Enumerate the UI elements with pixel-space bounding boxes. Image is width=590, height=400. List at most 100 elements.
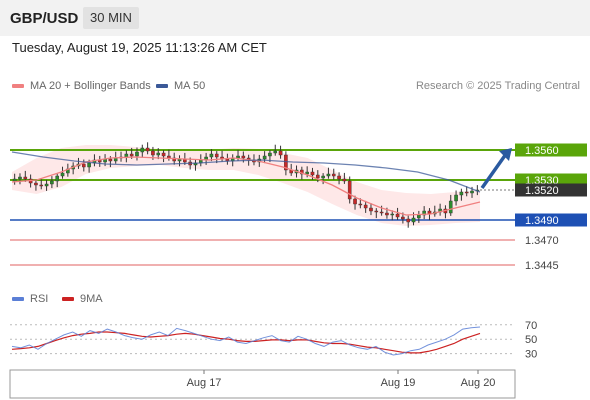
candle [374, 208, 379, 219]
x-tick-label: Aug 19 [381, 377, 416, 389]
candle [395, 207, 400, 220]
candle-body [459, 191, 464, 196]
candle-body [12, 178, 17, 182]
candle-body [44, 183, 49, 187]
candle-body [358, 203, 363, 206]
candle-body [156, 152, 161, 156]
legend-ma50-label: MA 50 [174, 80, 206, 92]
candle-body [34, 182, 38, 186]
candle-body [124, 153, 129, 158]
candle [55, 173, 60, 188]
level-label-1.3560: 1.3560 [525, 145, 559, 157]
candle-body [145, 147, 150, 152]
candle-body [50, 180, 54, 185]
candle [44, 179, 49, 191]
candle-body [337, 175, 341, 180]
candle [369, 203, 373, 216]
candle-body [81, 163, 86, 168]
candle-body [268, 152, 272, 157]
candle-body [315, 174, 320, 179]
candle-body [108, 158, 113, 162]
candle-body [374, 210, 379, 213]
candle [23, 170, 28, 182]
candle-body [60, 172, 65, 177]
candle-body [326, 173, 331, 177]
candle [214, 151, 219, 164]
candle [422, 206, 426, 220]
legend-rsi-label: RSI [30, 293, 49, 305]
level-label-1.3490: 1.3490 [525, 215, 559, 227]
candle-body [284, 154, 288, 171]
level-tag-1.3520 [515, 183, 587, 197]
level-label-1.3470: 1.3470 [525, 235, 559, 247]
candle [135, 147, 139, 161]
candle-body [241, 155, 246, 159]
credit-text: Research © 2025 Trading Central [415, 80, 580, 92]
candle-body [273, 150, 278, 154]
candle-body [214, 153, 219, 158]
candle [262, 151, 267, 164]
candle-body [39, 184, 44, 187]
candle [140, 144, 145, 158]
candle-body [55, 175, 60, 182]
candle-body [151, 150, 155, 156]
level-tag-1.3530 [515, 173, 587, 187]
legend-ma20-label: MA 20 + Bollinger Bands [30, 80, 151, 92]
candle [406, 215, 411, 228]
candle [50, 176, 54, 189]
candle [12, 173, 17, 185]
legend-9ma: 9MA [62, 293, 103, 305]
symbol-title: GBP/USD [10, 10, 79, 27]
candle-body [395, 213, 400, 218]
candle [18, 173, 22, 185]
candle [459, 188, 464, 201]
candle [342, 172, 347, 184]
candle-body [129, 153, 134, 157]
candle [331, 168, 336, 180]
legend-ma20: MA 20 + Bollinger Bands [12, 80, 151, 92]
candle [363, 200, 368, 213]
candle-body [161, 152, 166, 157]
timestamp: Tuesday, August 19, 2025 11:13:26 AM CET [12, 40, 267, 55]
ma50-line [11, 151, 481, 193]
candle [34, 179, 38, 191]
candle [209, 149, 214, 162]
candle-body [454, 194, 458, 202]
candle [161, 150, 166, 163]
legend-9ma-swatch [62, 297, 74, 302]
candle-body [353, 198, 357, 205]
candle [39, 179, 44, 190]
legend-ma50-swatch [156, 84, 168, 89]
candle-body [342, 178, 347, 182]
bollinger-band [12, 145, 480, 226]
candle [273, 144, 278, 156]
candle-body [278, 150, 283, 156]
legend-rsi-swatch [12, 297, 24, 302]
candle-body [87, 162, 91, 168]
candle-body [23, 176, 28, 180]
chart-header: GBP/USD 30 MIN [0, 0, 590, 36]
legend-ma50: MA 50 [156, 80, 205, 92]
candle [156, 148, 161, 160]
candle [284, 151, 288, 176]
candle [310, 167, 315, 180]
candle-body [209, 153, 214, 158]
candle [464, 186, 469, 197]
candle [454, 190, 458, 206]
candle-body [470, 190, 474, 194]
candle-body [464, 191, 469, 194]
rsi-tick-30: 30 [525, 349, 537, 361]
candle [60, 166, 65, 179]
candle-body [401, 216, 405, 220]
legend-ma20-swatch [12, 84, 24, 89]
level-label-1.3520: 1.3520 [525, 185, 559, 197]
candle [347, 176, 352, 204]
timeframe-badge[interactable]: 30 MIN [83, 7, 139, 29]
candle-body [422, 210, 426, 216]
candle-body [390, 213, 395, 216]
candle-body [417, 214, 421, 219]
candle-body [406, 218, 411, 223]
candle [337, 172, 341, 185]
candle [353, 195, 357, 210]
